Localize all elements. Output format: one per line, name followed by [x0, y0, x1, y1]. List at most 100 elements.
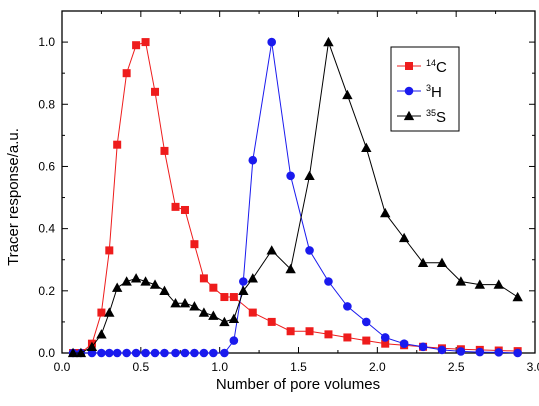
- data-point-35s: [121, 276, 132, 286]
- data-point-3h: [105, 348, 114, 358]
- data-point-14c: [160, 146, 169, 155]
- series-line-3h: [73, 42, 518, 354]
- data-point-35s: [228, 313, 240, 323]
- data-point-3h: [343, 302, 352, 311]
- y-axis-label: Tracer response/a.u.: [5, 128, 22, 266]
- data-point-35s: [417, 257, 429, 267]
- y-tick-label: 0.4: [38, 222, 55, 236]
- data-point-3h: [267, 37, 276, 47]
- legend-label-35s: 35S: [426, 108, 446, 126]
- data-point-35s: [170, 298, 181, 308]
- data-point-14c: [229, 293, 238, 302]
- data-point-35s: [96, 329, 107, 339]
- legend-label-14c: 14C: [426, 58, 447, 76]
- data-point-3h: [97, 348, 106, 358]
- data-point-35s: [208, 310, 219, 320]
- data-point-3h: [112, 348, 122, 358]
- legend-marker-14c: [405, 62, 413, 70]
- data-point-3h: [220, 348, 229, 358]
- data-point-3h: [456, 347, 466, 356]
- data-point-14c: [122, 69, 131, 78]
- data-point-14c: [381, 339, 390, 348]
- data-point-3h: [380, 333, 390, 342]
- data-point-35s: [86, 341, 98, 351]
- y-tick-label: 0.0: [38, 346, 55, 360]
- data-point-3h: [248, 155, 258, 165]
- series-35s: [67, 36, 523, 358]
- data-point-14c: [190, 240, 199, 249]
- data-point-3h: [122, 348, 131, 358]
- legend-marker-35s: [403, 110, 415, 121]
- data-point-3h: [475, 347, 485, 357]
- data-point-3h: [324, 277, 333, 286]
- data-point-14c: [209, 283, 218, 292]
- data-point-3h: [150, 348, 160, 358]
- data-point-35s: [130, 273, 142, 283]
- data-point-3h: [399, 339, 409, 348]
- x-tick-label: 0.0: [54, 360, 71, 374]
- data-point-3h: [494, 348, 504, 357]
- series-layer: [67, 36, 523, 358]
- data-point-35s: [493, 279, 504, 289]
- data-point-14c: [199, 274, 208, 283]
- y-tick-label: 1.0: [38, 35, 55, 49]
- data-point-14c: [132, 41, 141, 50]
- data-point-35s: [198, 307, 210, 317]
- x-tick-label: 3.0: [527, 360, 539, 374]
- legend-marker-3h: [404, 86, 414, 96]
- data-point-3h: [199, 348, 209, 358]
- data-point-14c: [286, 327, 295, 336]
- y-tick-label: 0.2: [38, 284, 55, 298]
- data-point-3h: [171, 348, 180, 358]
- x-tick-label: 2.5: [448, 360, 465, 374]
- data-point-35s: [266, 245, 277, 255]
- y-tick-label: 0.6: [38, 159, 55, 173]
- data-point-35s: [436, 257, 448, 267]
- data-point-35s: [179, 298, 191, 308]
- data-point-3h: [437, 345, 447, 355]
- data-point-35s: [75, 347, 87, 358]
- data-point-14c: [113, 140, 122, 149]
- data-point-3h: [160, 348, 169, 358]
- data-point-3h: [141, 348, 150, 358]
- x-tick-label: 2.0: [369, 360, 386, 374]
- x-tick-label: 1.0: [211, 360, 228, 374]
- series-line-35s: [73, 41, 518, 354]
- data-point-14c: [305, 327, 314, 336]
- data-point-35s: [380, 207, 391, 218]
- x-tick-label: 1.5: [290, 360, 307, 374]
- data-point-3h: [190, 348, 199, 358]
- data-point-3h: [180, 348, 190, 358]
- y-tick-label: 0.8: [38, 97, 55, 111]
- data-point-3h: [361, 317, 371, 327]
- data-point-3h: [513, 348, 522, 358]
- data-point-14c: [248, 308, 257, 317]
- data-point-35s: [149, 279, 161, 289]
- data-point-35s: [111, 282, 123, 292]
- data-point-14c: [171, 202, 180, 211]
- data-point-35s: [140, 276, 151, 286]
- data-point-14c: [362, 336, 371, 345]
- data-point-35s: [159, 285, 170, 295]
- data-point-3h: [229, 336, 239, 345]
- data-point-35s: [512, 291, 523, 302]
- data-point-35s: [285, 263, 296, 274]
- data-point-35s: [304, 170, 315, 180]
- data-point-14c: [97, 308, 106, 317]
- data-point-35s: [189, 301, 200, 311]
- legend-box: [390, 46, 460, 132]
- data-point-35s: [238, 285, 249, 295]
- data-point-35s: [323, 36, 334, 47]
- data-point-14c: [141, 38, 150, 47]
- axes-layer: 0.0 0.5 1.0 1.5 2.0 2.5 3.0 0.0 0.2 0.4 0.6 0.8 1.0: [38, 10, 539, 374]
- data-point-3h: [305, 246, 314, 255]
- series-3h: [68, 37, 522, 358]
- data-point-35s: [455, 276, 467, 286]
- data-point-35s: [247, 273, 258, 283]
- data-point-3h: [131, 348, 141, 358]
- data-point-3h: [418, 342, 428, 352]
- plot-frame: [61, 10, 536, 354]
- data-point-35s: [219, 316, 230, 327]
